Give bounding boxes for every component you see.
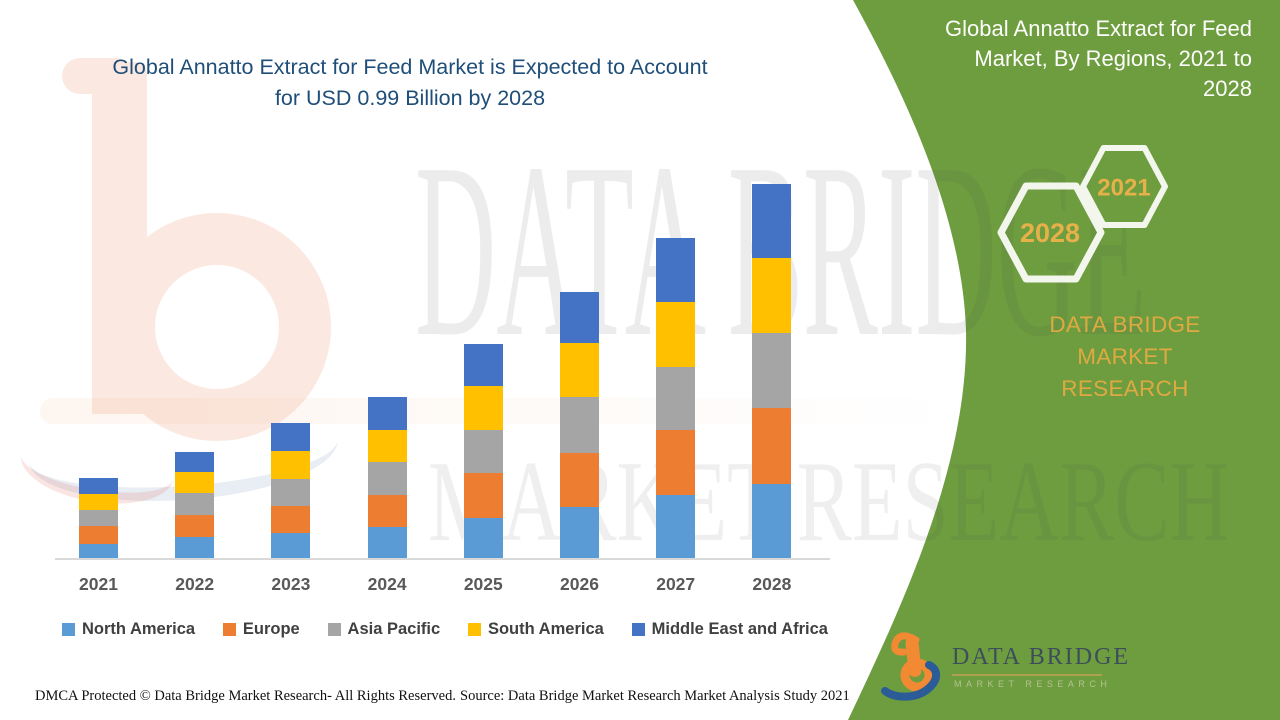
segment-middle-east-and-africa xyxy=(752,183,792,259)
segment-middle-east-and-africa xyxy=(271,422,311,451)
segment-asia-pacific xyxy=(367,462,407,495)
segment-middle-east-and-africa xyxy=(463,343,503,387)
legend-label: Middle East and Africa xyxy=(651,619,828,638)
legend-item-middle-east-and-africa: Middle East and Africa xyxy=(631,619,828,639)
segment-middle-east-and-africa xyxy=(79,478,118,495)
segment-asia-pacific xyxy=(752,333,792,408)
segment-north-america xyxy=(367,527,407,558)
segment-middle-east-and-africa xyxy=(656,238,696,302)
segment-south-america xyxy=(463,386,503,431)
footer-source-text: Source: Data Bridge Market Research Mark… xyxy=(460,688,850,704)
x-tick-2025: 2025 xyxy=(463,574,503,594)
legend-swatch-icon xyxy=(327,622,341,636)
chart-headline: Global Annatto Extract for Feed Market i… xyxy=(30,52,790,114)
brand-wordmark: DATA BRIDGE MARKET RESEARCH xyxy=(1000,309,1250,405)
x-tick-2027: 2027 xyxy=(656,574,696,594)
side-panel-title-line: 2028 xyxy=(1203,76,1252,101)
logo-subtitle: MARKET RESEARCH xyxy=(954,679,1112,689)
side-panel-title-line: Global Annatto Extract for Feed xyxy=(945,16,1252,41)
segment-north-america xyxy=(463,517,503,558)
segment-south-america xyxy=(271,450,311,480)
segment-europe xyxy=(175,514,215,537)
legend-item-south-america: South America xyxy=(467,619,604,639)
segment-north-america xyxy=(271,533,311,558)
x-tick-2026: 2026 xyxy=(560,574,599,594)
bar-2021 xyxy=(79,478,118,558)
segment-south-america xyxy=(79,494,118,511)
x-tick-2024: 2024 xyxy=(367,574,407,594)
logo-title: DATA BRIDGE xyxy=(952,644,1131,670)
bar-2027 xyxy=(656,238,696,558)
x-tick-2021: 2021 xyxy=(79,574,118,594)
legend-swatch-icon xyxy=(62,622,75,636)
hexagon-2021-label: 2021 xyxy=(1097,174,1150,201)
bar-2022 xyxy=(175,451,215,558)
bar-2023 xyxy=(271,422,311,558)
bar-2025 xyxy=(463,343,503,558)
segment-south-america xyxy=(752,258,792,334)
segment-south-america xyxy=(656,301,696,367)
side-panel-title-line: Market, By Regions, 2021 to xyxy=(974,46,1252,71)
logo-b-icon xyxy=(881,632,941,701)
hexagon-2021 xyxy=(1080,145,1168,228)
segment-europe xyxy=(79,525,118,544)
segment-asia-pacific xyxy=(79,510,118,526)
segment-south-america xyxy=(367,429,407,463)
segment-north-america xyxy=(656,494,696,558)
segment-asia-pacific xyxy=(271,479,311,506)
x-tick-2022: 2022 xyxy=(175,574,215,594)
brand-wordmark-line: DATA BRIDGE MARKET xyxy=(1049,312,1201,369)
segment-asia-pacific xyxy=(560,397,599,454)
segment-middle-east-and-africa xyxy=(367,396,407,430)
segment-europe xyxy=(656,430,696,495)
segment-north-america xyxy=(752,483,792,558)
hexagon-2028 xyxy=(997,182,1105,283)
side-panel-title: Global Annatto Extract for Feed Market, B… xyxy=(912,14,1252,104)
legend-item-north-america: North America xyxy=(62,620,195,639)
x-tick-2023: 2023 xyxy=(271,574,311,594)
segment-asia-pacific xyxy=(175,493,215,515)
x-tick-2028: 2028 xyxy=(752,574,792,594)
legend-item-europe: Europe xyxy=(222,619,300,639)
legend-label: Europe xyxy=(242,619,300,638)
logo-underline xyxy=(952,674,1102,676)
bar-2024 xyxy=(367,396,407,558)
legend-label: North America xyxy=(82,619,196,638)
segment-europe xyxy=(367,494,407,528)
segment-south-america xyxy=(560,343,599,398)
legend-item-asia-pacific: Asia Pacific xyxy=(327,619,441,639)
data-bridge-logo: DATA BRIDGE MARKET RESEARCH xyxy=(880,630,1210,705)
footer-dmca-text: DMCA Protected © Data Bridge Market Rese… xyxy=(35,688,456,704)
legend-label: Asia Pacific xyxy=(347,619,441,638)
segment-europe xyxy=(560,453,599,507)
bar-2028 xyxy=(752,183,792,558)
segment-south-america xyxy=(175,472,215,493)
segment-europe xyxy=(463,472,503,518)
segment-asia-pacific xyxy=(656,366,696,431)
segment-north-america xyxy=(175,536,215,558)
segment-north-america xyxy=(560,506,599,558)
segment-europe xyxy=(752,407,792,484)
segment-middle-east-and-africa xyxy=(560,291,599,344)
chart-legend: North America Europe Asia Pacific South Ame… xyxy=(62,617,828,641)
x-axis-line xyxy=(55,558,830,560)
legend-label: South America xyxy=(487,619,604,638)
legend-swatch-icon xyxy=(631,622,645,636)
legend-swatch-icon xyxy=(467,622,481,636)
segment-north-america xyxy=(79,543,118,558)
bar-2026 xyxy=(560,291,599,558)
chart-headline-line2: for USD 0.99 Billion by 2028 xyxy=(274,86,546,110)
segment-asia-pacific xyxy=(463,430,503,473)
chart-headline-line1: Global Annatto Extract for Feed Market i… xyxy=(112,55,708,79)
hexagon-2028-label: 2028 xyxy=(1020,218,1080,248)
legend-swatch-icon xyxy=(222,622,236,636)
brand-wordmark-line: RESEARCH xyxy=(1061,376,1189,401)
year-hexagons: 2028 2021 xyxy=(997,145,1168,283)
segment-middle-east-and-africa xyxy=(175,451,215,473)
segment-europe xyxy=(271,505,311,534)
